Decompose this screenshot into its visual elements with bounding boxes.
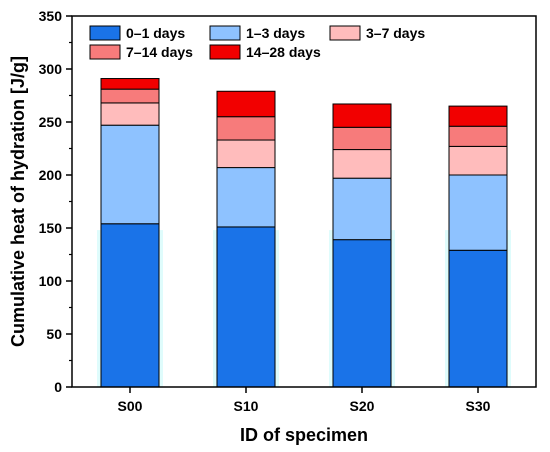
bar-segment [448,105,508,127]
legend-label: 14–28 days [246,44,321,60]
bar-segment [100,223,160,388]
x-tick-label: S10 [234,398,259,414]
legend-swatch [209,44,241,60]
bar-segment [216,116,276,141]
bar-segment [100,78,160,90]
y-axis: 0 50 100 150 200 250 300 350 [39,8,72,395]
bar-segment [332,177,392,241]
legend-swatch [209,25,241,41]
y-axis-title: Cumulative heat of hydration [J/g] [8,56,28,347]
bar-segment [216,226,276,388]
legend-label: 1–3 days [246,25,305,41]
legend-label: 7–14 days [126,44,193,60]
bar-segment [448,125,508,147]
legend: 0–1 days 1–3 days 3–7 days 7–14 days 14–28 d… [89,25,425,60]
bar-segment [100,124,160,225]
bar-segment [448,249,508,388]
y-tick-label: 100 [39,273,63,289]
bar-segment [216,90,276,118]
bar-segment [216,167,276,228]
x-axis: S00 S10 S20 S30 [118,387,491,414]
legend-swatch [89,25,121,41]
bar-segment [216,139,276,169]
y-tick-label: 0 [54,379,62,395]
y-tick-label: 350 [39,8,63,24]
legend-swatch [89,44,121,60]
y-tick-label: 150 [39,220,63,236]
y-tick-label: 300 [39,61,63,77]
bar-stacks [100,78,508,388]
bar-segment [332,126,392,151]
x-tick-label: S00 [118,398,143,414]
y-tick-label: 250 [39,114,63,130]
bar-segment [332,239,392,388]
x-tick-label: S30 [466,398,491,414]
legend-swatch [329,25,361,41]
bar-segment [332,103,392,128]
y-tick-label: 200 [39,167,63,183]
bar-segment [100,88,160,104]
y-tick-label: 50 [46,326,62,342]
x-tick-label: S20 [350,398,375,414]
x-axis-title: ID of specimen [240,425,368,445]
bar-segment [100,102,160,126]
bar-segment [448,145,508,176]
legend-label: 0–1 days [126,25,185,41]
bar-segment [448,174,508,251]
legend-label: 3–7 days [366,25,425,41]
bar-segment [332,149,392,179]
